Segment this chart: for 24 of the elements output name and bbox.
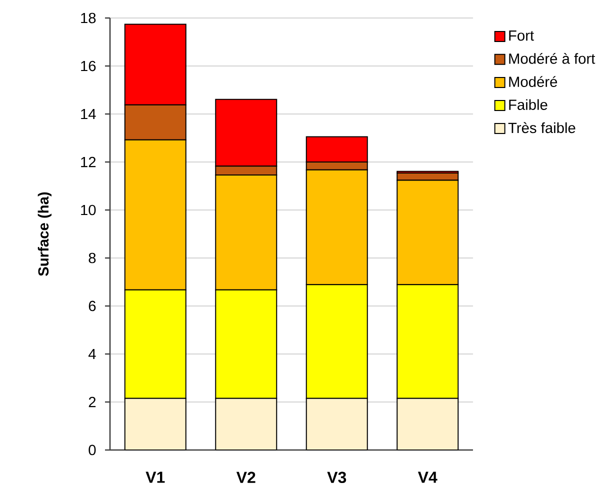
y-tick-label: 6: [88, 300, 96, 312]
legend-label: Faible: [509, 99, 548, 110]
legend-label: Fort: [509, 30, 534, 41]
y-tick-label: 10: [81, 204, 96, 216]
x-tick-label: V2: [236, 472, 256, 483]
y-tick-label: 0: [88, 444, 96, 456]
y-tick-label: 4: [88, 348, 96, 360]
y-tick-label: 16: [81, 60, 96, 72]
bar: [396, 398, 459, 450]
x-tick-label: V1: [146, 472, 165, 483]
y-axis-title: Surface (ha): [38, 192, 52, 276]
x-tick-label: V4: [418, 472, 438, 483]
legend-label: Très faible: [508, 122, 576, 134]
y-tick-label: 12: [81, 156, 96, 168]
bar: [306, 398, 368, 450]
x-tick-label: V3: [327, 472, 346, 484]
bar: [215, 398, 278, 450]
legend-label: Modéré: [509, 76, 558, 88]
bar: [124, 398, 186, 450]
y-tick-label: 18: [81, 12, 96, 24]
legend-label: Modéré à fort: [509, 52, 596, 64]
y-tick-label: 14: [81, 108, 96, 120]
y-tick-label: 8: [88, 252, 96, 264]
y-tick-label: 2: [88, 396, 96, 408]
